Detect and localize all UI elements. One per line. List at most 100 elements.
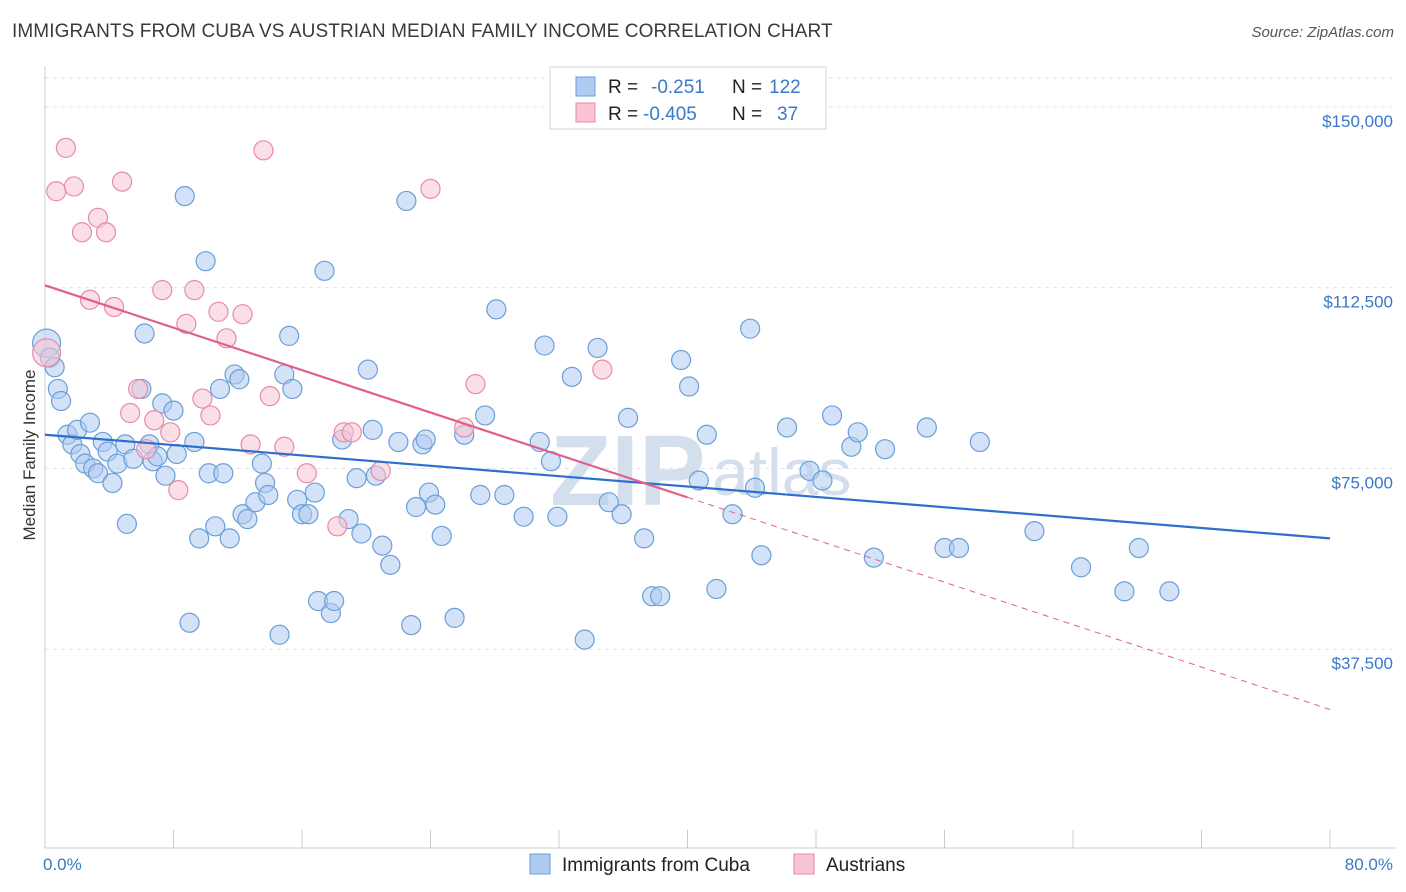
cuba-point [821,405,843,426]
cuba-point [314,260,335,281]
austrians-point [160,422,181,443]
cuba-point [863,547,884,568]
cuba-point [219,528,240,549]
legend-swatch-austrians [575,102,596,123]
austrians-point [184,280,205,301]
cuba-point [679,376,700,397]
cuba-point [706,578,727,600]
cuba-point [362,419,383,440]
legend-n-value-cuba: 122 [769,77,801,98]
austrians-point [168,480,189,501]
series-austrians-points [32,137,613,537]
cuba-point [258,484,279,506]
y-tick-label: $37,500 [1332,654,1393,673]
cuba-point [298,504,319,525]
austrians-point [232,304,253,325]
legend-r-label-cuba: R = [608,77,638,98]
cuba-point [916,417,937,438]
cuba-point [102,472,123,494]
cuba-point [948,537,970,559]
cuba-point [574,629,595,650]
cuba-point [611,504,632,525]
y-tick-labels: $37,500 $75,000 $112,500 $150,000 [1322,112,1393,673]
austrians-point [152,280,173,301]
chart-title: IMMIGRANTS FROM CUBA VS AUSTRIAN MEDIAN … [12,21,833,42]
gridlines [45,77,1396,650]
top-legend-box [549,66,827,130]
austrians-point [370,460,391,481]
bottom-legend-swatch-cuba [529,853,551,875]
cuba-point [696,424,717,445]
axes [44,66,1396,849]
austrians-point [420,178,441,199]
cuba-point [486,299,507,320]
austrians-point [111,171,133,192]
legend-r-value-austrians: -0.405 [643,104,697,125]
austrians-point [327,516,348,537]
cuba-point [166,443,187,465]
y-tick-label: $112,500 [1323,293,1393,312]
cuba-point [380,554,401,575]
cuba-point [415,429,436,450]
cuba-point [670,349,692,371]
x-tick-labels: 0.0% 80.0% [43,855,1393,874]
cuba-point [372,535,393,556]
austrians-point [259,386,280,407]
cuba-point [969,431,990,453]
bottom-legend-swatch-austrians [793,853,815,875]
cuba-point [1128,537,1149,559]
cuba-point [163,400,184,421]
cuba-point [534,335,555,356]
cuba-point [304,482,325,503]
austrians-point [592,359,613,380]
austrians-point [176,313,197,334]
cuba-point [751,545,772,566]
trend-lines [44,284,1331,710]
legend-r-label-austrians: R = [608,104,638,125]
legend-n-value-austrians: 37 [777,104,798,125]
austrians-trend-line [44,284,688,499]
cuba-trend-line [44,433,1331,540]
bottom-legend-label-austrians: Austrians [826,855,905,876]
austrians-point [32,338,62,368]
cuba-point [251,453,272,474]
cuba-point [116,513,138,534]
cuba-point [87,463,109,484]
y-tick-label: $150,000 [1322,112,1393,131]
austrians-point [253,140,274,161]
cuba-point [812,470,833,491]
cuba-point [269,624,290,645]
cuba-point [195,251,216,272]
cuba-point [351,523,372,544]
bottom-legend: Immigrants from Cuba Austrians [529,853,905,876]
x-tick-label-min: 0.0% [43,855,82,874]
austrians-point [208,301,229,322]
austrians-trend-extension [687,496,1331,710]
cuba-point [134,323,155,344]
cuba-point [688,470,709,491]
austrians-point [341,422,362,443]
austrians-point [120,402,141,424]
chart-source: Source: ZipAtlas.com [1251,24,1394,41]
cuba-point [396,190,417,212]
legend-n-label-cuba: N = [732,77,762,98]
cuba-point [470,484,491,506]
cuba-point [282,378,303,400]
cuba-point [324,590,345,612]
watermark-atlas: atlas [712,435,851,509]
cuba-point [722,504,743,525]
cuba-point [444,607,465,628]
legend-r-value-cuba: -0.251 [651,77,705,98]
cuba-point [431,525,452,547]
austrians-point [55,137,76,158]
austrians-point [296,463,317,484]
cuba-point [1070,557,1092,578]
cuba-point [279,325,300,346]
cuba-point [847,422,868,443]
cuba-point [209,378,231,400]
austrians-point [71,222,93,243]
cuba-point [634,528,655,549]
austrians-point [144,410,165,431]
legend-n-label-austrians: N = [732,104,762,125]
